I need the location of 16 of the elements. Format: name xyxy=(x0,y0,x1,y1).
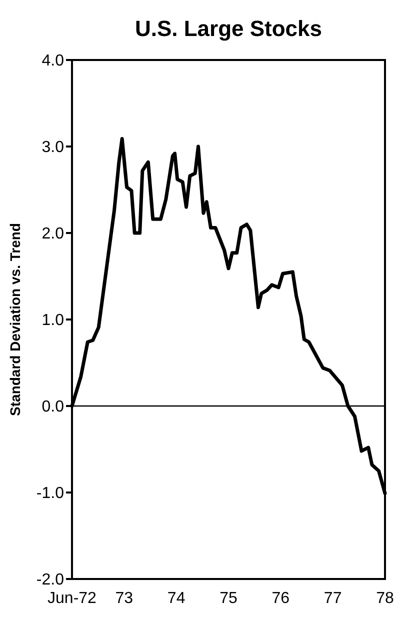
y-axis-title: Standard Deviation vs. Trend xyxy=(7,223,23,416)
x-tick-label: 75 xyxy=(220,590,238,607)
x-tick-label: 73 xyxy=(115,590,134,607)
y-tick-label: -1.0 xyxy=(36,485,64,502)
y-tick-label: -2.0 xyxy=(36,572,64,589)
y-tick-label: 0.0 xyxy=(42,398,64,416)
x-tick-label: 76 xyxy=(272,590,290,607)
y-tick-label: 3.0 xyxy=(42,139,64,156)
y-tick-label: 2.0 xyxy=(42,226,64,243)
y-tick-label: 4.0 xyxy=(42,52,64,70)
x-tick-label: 77 xyxy=(324,590,342,607)
y-tick-label: 1.0 xyxy=(42,312,64,330)
chart-title: U.S. Large Stocks xyxy=(134,16,322,41)
x-tick-label: 74 xyxy=(167,590,186,607)
x-tick-label: Jun-72 xyxy=(48,590,97,607)
x-tick-label: 78 xyxy=(376,590,394,607)
